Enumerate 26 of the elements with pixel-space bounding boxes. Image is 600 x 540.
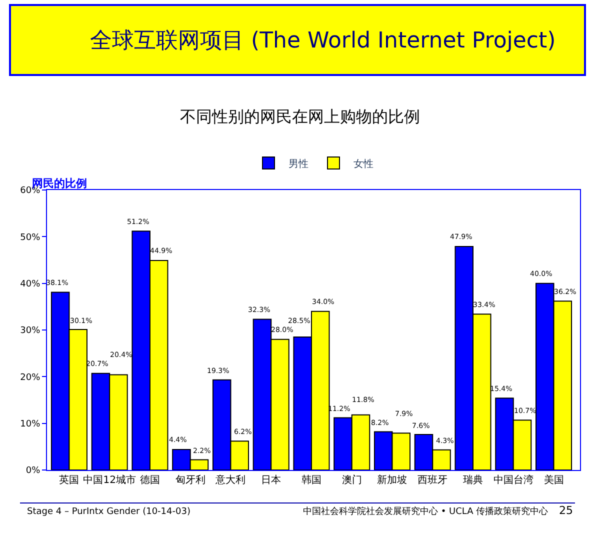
chart-subtitle: 不同性别的网民在网上购物的比例 [180,107,420,126]
x-tick-label: 匈牙利 [175,474,206,486]
x-tick-label: 日本 [261,474,282,486]
y-tick-label: 20% [20,372,41,383]
x-tick-label: 美国 [544,474,564,486]
x-tick-label: 瑞典 [463,474,483,486]
text: Stage 4 – PurIntx Gender (10-14-03) [27,507,190,517]
y-tick-label: 10% [20,419,41,430]
x-tick-label: 中国12城市 [83,474,136,486]
y-tick-label: 50% [20,232,41,243]
x-tick-label: 西班牙 [418,474,448,486]
text: 中国社会科学院社会发展研究中心 • UCLA 传播政策研究中心 [303,506,548,517]
text: 25 [559,504,573,517]
x-tick-label: 澳门 [342,474,362,486]
x-tick-label: 中国台湾 [493,474,534,486]
chart-title: 全球互联网项目 (The World Internet Project) [90,28,556,54]
x-tick-label: 韩国 [301,474,322,486]
y-tick-label: 40% [20,279,41,290]
legend-label: 男性 [288,158,308,170]
y-tick-label: 30% [20,326,41,336]
y-tick-label: 0% [26,466,41,476]
x-tick-label: 德国 [140,475,160,486]
x-tick-label: 新加坡 [377,474,408,486]
x-tick-label: 意大利 [214,474,246,486]
x-tick-label: 英国 [59,474,80,486]
legend-label: 女性 [354,158,374,170]
